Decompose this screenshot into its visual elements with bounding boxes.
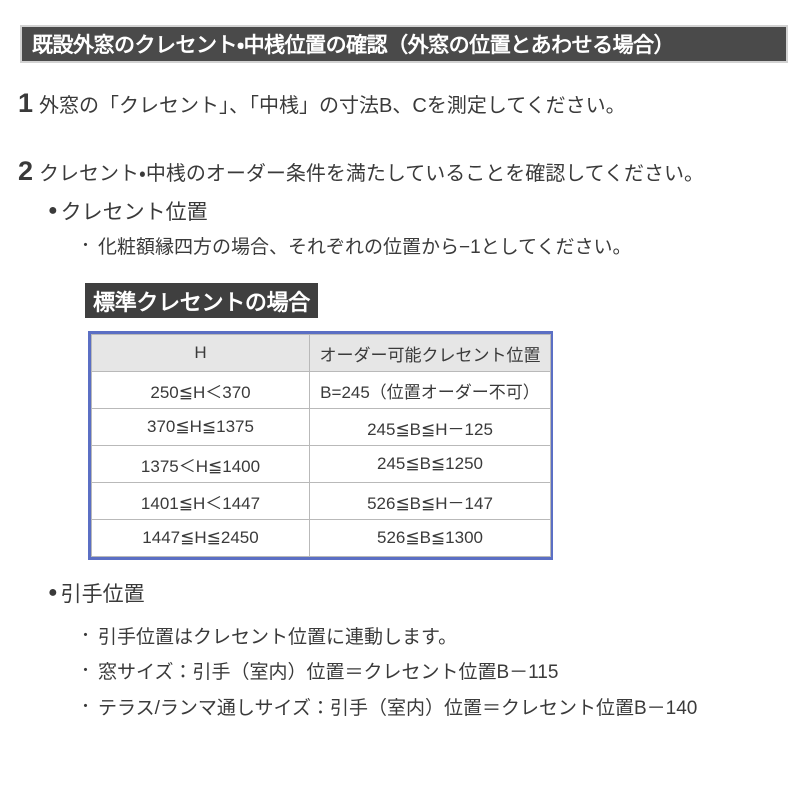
cell-h-range: 250≦H＜370	[91, 371, 310, 409]
small-dot-bullet-icon: ・	[78, 698, 94, 715]
cell-crescent-position: 245≦B≦H－125	[309, 408, 551, 446]
cell-crescent-position: 526≦B≦H－147	[309, 482, 551, 520]
crescent-position-heading-label: クレセント位置	[60, 201, 208, 224]
crescent-position-note-text: 化粧額縁四方の場合、それぞれの位置から−1としてください。	[98, 237, 632, 258]
cell-crescent-position: B=245（位置オーダー不可）	[309, 371, 551, 409]
cell-h-range: 370≦H≦1375	[91, 408, 310, 446]
table-row: 250≦H＜370 B=245（位置オーダー不可）	[91, 371, 551, 409]
crescent-position-heading: ● クレセント位置	[48, 196, 208, 226]
handle-position-note-2-text: 窓サイズ：引手（室内）位置＝クレセント位置B－115	[98, 662, 559, 683]
spec-table-container: H オーダー可能クレセント位置 250≦H＜370 B=245（位置オーダー不可…	[88, 331, 553, 560]
step-1-number: 1	[18, 88, 34, 118]
spec-table: H オーダー可能クレセント位置 250≦H＜370 B=245（位置オーダー不可…	[91, 334, 551, 557]
cell-h-range: 1447≦H≦2450	[91, 519, 310, 557]
spec-table-caption-label: 標準クレセントの場合	[93, 289, 311, 315]
cell-h-range: 1375＜H≦1400	[91, 445, 310, 483]
step-2: 2 クレセント・中桟のオーダー条件を満たしていることを確認してください。	[18, 158, 704, 185]
cell-crescent-position: 526≦B≦1300	[309, 519, 551, 557]
handle-position-heading: ● 引手位置	[48, 578, 145, 608]
cell-h-range: 1401≦H＜1447	[91, 482, 310, 520]
handle-position-note-1: ・ 引手位置はクレセント位置に連動します。	[78, 622, 457, 649]
document-title-bar: 既設外窓のクレセント・中桟位置の確認（外窓の位置とあわせる場合）	[20, 25, 788, 63]
step-2-text: クレセント・中桟のオーダー条件を満たしていることを確認してください。	[39, 163, 705, 185]
spec-table-caption-badge: 標準クレセントの場合	[85, 283, 319, 318]
table-header-row: H オーダー可能クレセント位置	[91, 334, 551, 372]
handle-position-note-3: ・ テラス/ランマ通しサイズ：引手（室内）位置＝クレセント位置B－140	[78, 693, 697, 720]
cell-crescent-position: 245≦B≦1250	[309, 445, 551, 483]
small-dot-bullet-icon: ・	[78, 627, 94, 644]
handle-position-note-2: ・ 窓サイズ：引手（室内）位置＝クレセント位置B－115	[78, 657, 558, 684]
column-header-orderable-crescent-position: オーダー可能クレセント位置	[309, 334, 551, 372]
small-dot-bullet-icon: ・	[78, 662, 94, 679]
crescent-position-note: ・ 化粧額縁四方の場合、それぞれの位置から−1としてください。	[78, 232, 632, 259]
page-title: 既設外窓のクレセント・中桟位置の確認（外窓の位置とあわせる場合）	[32, 34, 675, 57]
filled-circle-bullet-icon: ●	[48, 584, 58, 601]
table-row: 1375＜H≦1400 245≦B≦1250	[91, 445, 551, 483]
small-dot-bullet-icon: ・	[78, 237, 94, 254]
step-2-number: 2	[18, 156, 34, 186]
handle-position-note-1-text: 引手位置はクレセント位置に連動します。	[98, 627, 458, 648]
step-1-text: 外窓の「クレセント」、「中桟」の寸法B、Cを測定してください。	[39, 95, 626, 117]
step-1: 1 外窓の「クレセント」、「中桟」の寸法B、Cを測定してください。	[18, 90, 626, 117]
table-row: 1447≦H≦2450 526≦B≦1300	[91, 519, 551, 557]
handle-position-note-3-text: テラス/ランマ通しサイズ：引手（室内）位置＝クレセント位置B－140	[98, 698, 698, 719]
filled-circle-bullet-icon: ●	[48, 202, 58, 219]
handle-position-heading-label: 引手位置	[60, 583, 145, 606]
table-row: 370≦H≦1375 245≦B≦H－125	[91, 408, 551, 446]
table-row: 1401≦H＜1447 526≦B≦H－147	[91, 482, 551, 520]
column-header-h: H	[91, 334, 310, 372]
